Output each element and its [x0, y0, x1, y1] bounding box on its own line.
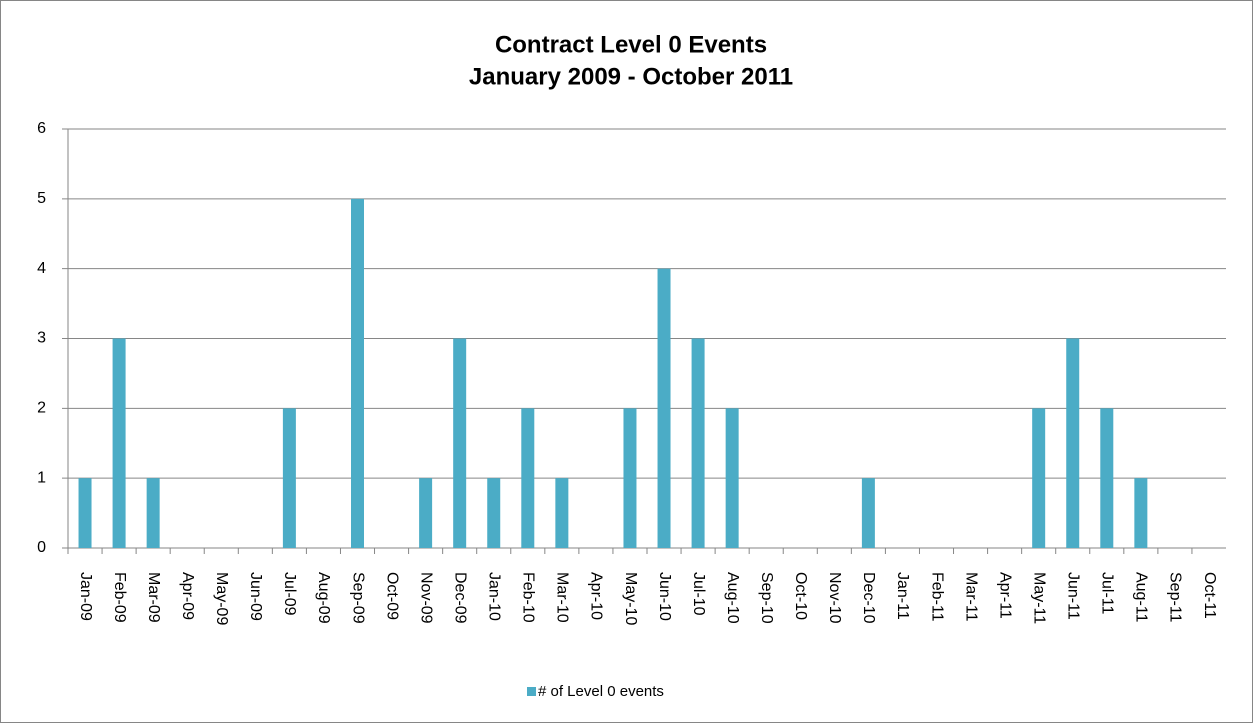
x-tick-label: Apr-11 — [996, 572, 1013, 619]
bar — [453, 338, 467, 548]
chart-title: Contract Level 0 Events — [495, 31, 767, 58]
legend-swatch — [527, 687, 536, 696]
bar — [351, 198, 364, 549]
x-tick-label: May-11 — [1030, 572, 1047, 624]
x-tick-label: Mar-11 — [962, 572, 979, 622]
bar — [725, 408, 739, 548]
bar — [1134, 478, 1148, 548]
x-tick-label: Jun-11 — [1065, 572, 1082, 620]
x-tick-label: Jun-10 — [656, 572, 673, 621]
x-tick-label: Jun-09 — [247, 572, 264, 621]
x-tick-label: Jan-10 — [486, 572, 503, 621]
x-tick-label: Nov-10 — [826, 572, 843, 624]
x-tick-label: Aug-11 — [1133, 572, 1150, 623]
x-tick-label: Jul-10 — [690, 572, 707, 616]
y-tick-label: 5 — [37, 190, 46, 207]
x-tick-label: Oct-11 — [1201, 572, 1218, 619]
x-tick-label: Aug-09 — [315, 572, 332, 624]
bar — [1032, 408, 1046, 548]
x-tick-label: Nov-09 — [417, 572, 434, 624]
x-tick-label: Jul-09 — [281, 572, 298, 616]
bar — [1100, 408, 1114, 548]
chart-subtitle: January 2009 - October 2011 — [469, 63, 793, 90]
x-tick-label: Mar-09 — [145, 572, 162, 623]
bar — [282, 408, 296, 548]
x-tick-label: Sep-11 — [1167, 572, 1184, 623]
bar — [521, 408, 535, 548]
x-tick-label: Dec-09 — [451, 572, 468, 624]
x-tick-label: May-10 — [622, 572, 639, 625]
x-tick-label: Jan-11 — [894, 572, 911, 620]
x-tick-label: Apr-10 — [588, 572, 605, 620]
legend-label: # of Level 0 events — [538, 683, 664, 700]
x-tick-label: Dec-10 — [860, 572, 877, 624]
x-tick-label: Sep-09 — [349, 572, 366, 624]
x-tick-label: Feb-10 — [520, 572, 537, 623]
x-tick-label: Jan-09 — [77, 572, 94, 621]
bar — [555, 478, 569, 548]
bar — [146, 478, 160, 548]
bar — [861, 478, 875, 548]
x-tick-label: Jul-11 — [1099, 572, 1116, 614]
x-tick-label: Feb-09 — [111, 572, 128, 623]
bar — [78, 478, 92, 548]
y-tick-label: 4 — [37, 260, 46, 277]
x-tick-label: Feb-11 — [928, 572, 945, 622]
y-tick-label: 2 — [37, 400, 46, 417]
bar — [623, 408, 637, 548]
bar — [112, 338, 126, 548]
bar — [487, 478, 501, 548]
bar — [657, 268, 671, 548]
bar — [419, 478, 433, 548]
bar — [691, 338, 705, 548]
x-tick-label: Apr-09 — [179, 572, 196, 620]
y-tick-label: 0 — [37, 539, 46, 556]
x-tick-label: Oct-10 — [792, 572, 809, 620]
x-tick-label: Oct-09 — [383, 572, 400, 620]
x-tick-label: Mar-10 — [554, 572, 571, 623]
y-tick-label: 3 — [37, 330, 46, 347]
bar — [1066, 338, 1080, 548]
y-tick-label: 1 — [37, 469, 46, 486]
x-tick-label: May-09 — [213, 572, 230, 625]
x-tick-label: Sep-10 — [758, 572, 775, 624]
x-tick-label: Aug-10 — [724, 572, 741, 624]
y-tick-label: 6 — [37, 120, 46, 137]
